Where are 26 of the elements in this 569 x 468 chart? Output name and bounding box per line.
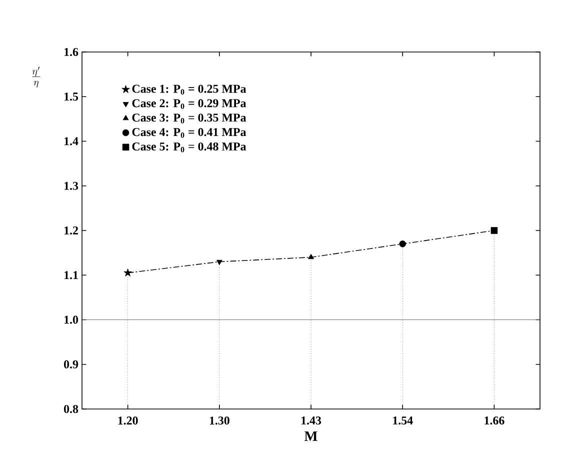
point	[490, 227, 498, 234]
y-axis-title: $\frac{\eta'}{\eta}$	[32, 66, 40, 88]
x-tick-label: 1.54	[393, 416, 413, 425]
legend-label: Case 2: P$_{0}$ = 0.29 MPa	[132, 99, 246, 109]
legend-label: Case 4: P$_{0}$ = 0.41 MPa	[132, 128, 246, 138]
point	[308, 254, 314, 260]
y-tick-label: 0.8	[64, 404, 78, 414]
x-axis-title: M	[304, 431, 318, 441]
y-tick-label: 1.6	[64, 48, 78, 56]
y-tick-label: 0.9	[64, 360, 78, 368]
y-tick-label: 1.5	[64, 92, 78, 101]
y-tick-label: 1.4	[64, 137, 78, 146]
x-tick-label: 1.66	[484, 416, 504, 425]
point	[216, 260, 222, 266]
x-tick-label: 1.20	[118, 416, 138, 425]
point	[399, 240, 406, 248]
y-tick-label: 1.1	[64, 271, 78, 280]
legend-label: Case 1: P$_{0}$ = 0.25 MPa	[132, 84, 246, 95]
y-tick-label: 1.3	[64, 182, 78, 190]
legend-label: Case 5: P$_{0}$ = 0.48 MPa	[132, 142, 246, 152]
y-tick-label: 1.0	[64, 316, 78, 324]
y-tick-label: 1.2	[64, 226, 78, 235]
point	[124, 268, 132, 276]
x-tick-label: 1.30	[210, 416, 230, 425]
legend-label: Case 3: P$_{0}$ = 0.35 MPa	[132, 114, 246, 124]
x-tick-label: 1.43	[301, 416, 322, 425]
